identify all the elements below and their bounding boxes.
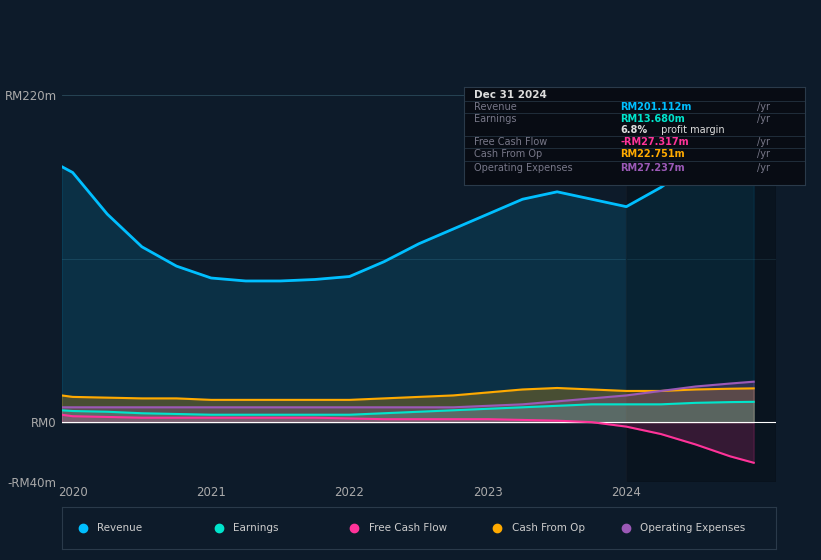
- Text: Operating Expenses: Operating Expenses: [474, 162, 573, 172]
- Text: RM13.680m: RM13.680m: [621, 114, 686, 124]
- Text: RM201.112m: RM201.112m: [621, 102, 692, 113]
- Text: Earnings: Earnings: [233, 523, 278, 533]
- Text: /yr: /yr: [757, 102, 770, 113]
- Text: Revenue: Revenue: [474, 102, 517, 113]
- Text: -RM27.317m: -RM27.317m: [621, 137, 689, 147]
- Text: Revenue: Revenue: [97, 523, 142, 533]
- Text: /yr: /yr: [757, 162, 770, 172]
- Text: Earnings: Earnings: [474, 114, 516, 124]
- Text: Cash From Op: Cash From Op: [511, 523, 585, 533]
- Text: Free Cash Flow: Free Cash Flow: [474, 137, 548, 147]
- Text: /yr: /yr: [757, 150, 770, 160]
- Text: Cash From Op: Cash From Op: [474, 150, 543, 160]
- Text: /yr: /yr: [757, 137, 770, 147]
- Text: RM27.237m: RM27.237m: [621, 162, 686, 172]
- Bar: [626, 95, 776, 482]
- Text: RM22.751m: RM22.751m: [621, 150, 686, 160]
- Text: Operating Expenses: Operating Expenses: [640, 523, 745, 533]
- Text: Dec 31 2024: Dec 31 2024: [474, 90, 547, 100]
- Text: 6.8%: 6.8%: [621, 125, 648, 136]
- Text: profit margin: profit margin: [658, 125, 725, 136]
- Text: Free Cash Flow: Free Cash Flow: [369, 523, 447, 533]
- Text: /yr: /yr: [757, 114, 770, 124]
